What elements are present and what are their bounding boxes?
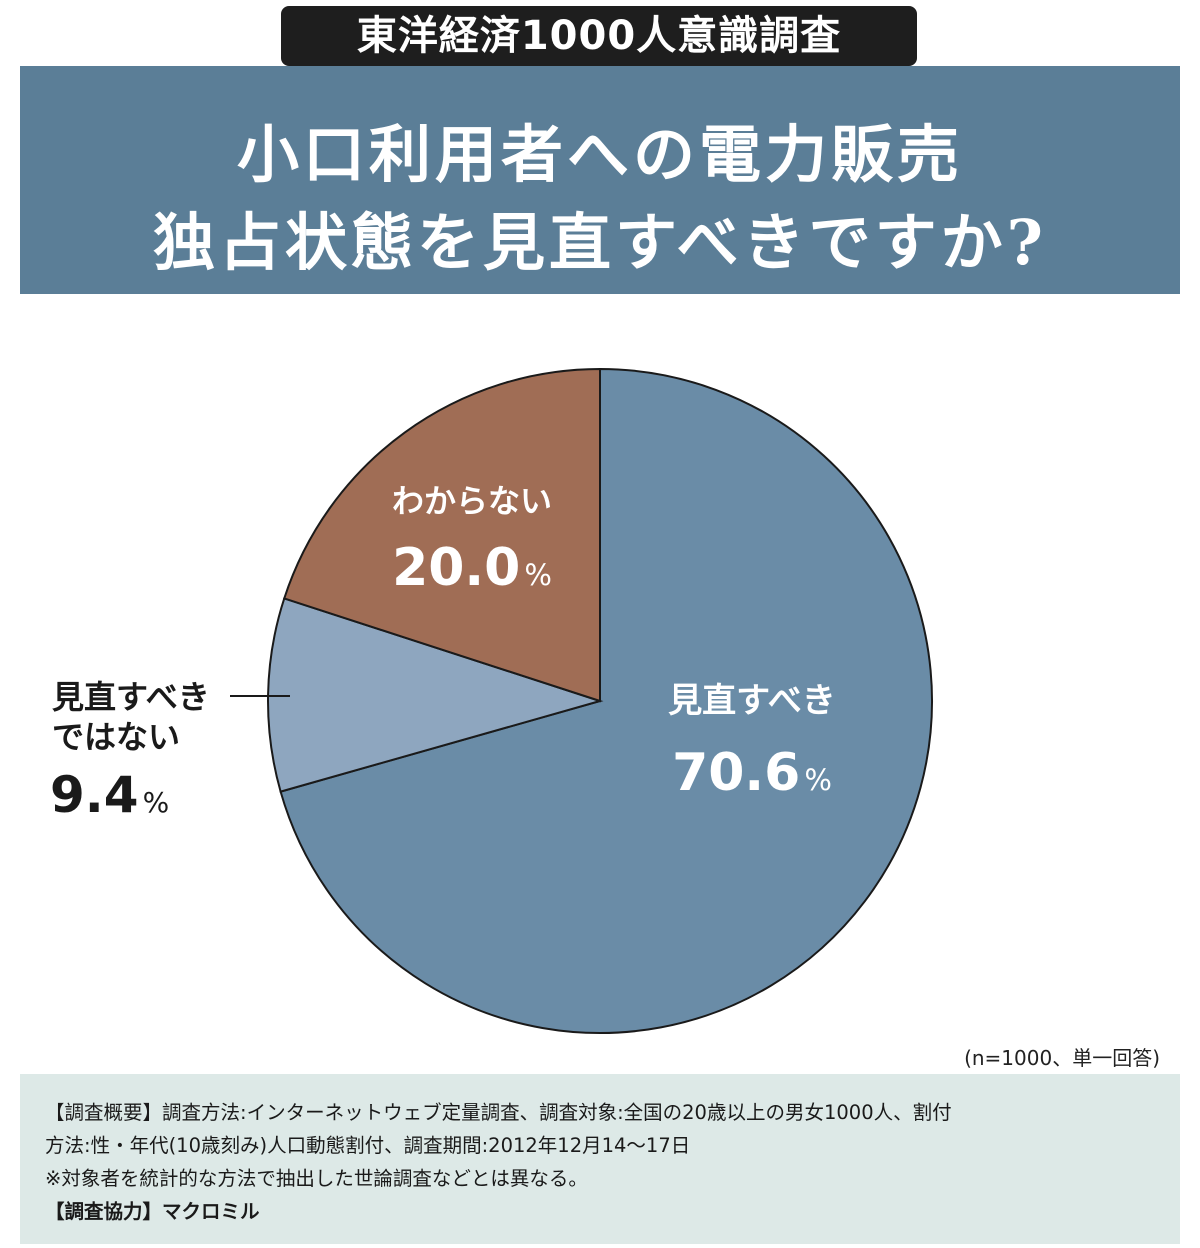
slice-label-2: わからない [392, 482, 552, 520]
sample-size-note: (n=1000、単一回答) [964, 1046, 1160, 1070]
method-heading: 【調査概要】 [45, 1101, 163, 1124]
chart-title-line1: 小口利用者への電力販売 [236, 118, 963, 191]
slice-value-1: 9.4% [50, 766, 169, 824]
method-line-3: ※対象者を統計的な方法で抽出した世論調査などとは異なる。 [45, 1167, 588, 1190]
survey-method-box: 【調査概要】調査方法:インターネットウェブ定量調査、調査対象:全国の20歳以上の… [20, 1074, 1180, 1244]
method-line-2: 方法:性・年代(10歳刻み)人口動態割付、調査期間:2012年12月14～17日 [45, 1134, 691, 1157]
slice-label-1: 見直すべきではない [52, 678, 210, 756]
chart-title-line2: 独占状態を見直すべきですか? [153, 206, 1047, 279]
coop-line: 【調査協力】マクロミル [45, 1195, 1180, 1228]
pie-slice-2 [282, 367, 601, 703]
coop-heading: 【調査協力】 [45, 1200, 163, 1223]
method-line-1: 【調査概要】調査方法:インターネットウェブ定量調査、調査対象:全国の20歳以上の… [45, 1096, 1180, 1129]
survey-badge: 東洋経済1000人意識調査 [281, 6, 917, 66]
coop-value: マクロミル [162, 1200, 260, 1223]
slice-value-0: 70.6% [672, 743, 832, 803]
title-banner: 小口利用者への電力販売 独占状態を見直すべきですか? [20, 66, 1180, 294]
method-text-1: 調査方法:インターネットウェブ定量調査、調査対象:全国の20歳以上の男女1000… [162, 1101, 952, 1124]
slice-value-2: 20.0% [392, 538, 552, 598]
slice-label-0: 見直すべき [668, 681, 836, 721]
pie-slice-1 [267, 597, 604, 793]
pie-slice-0 [279, 367, 933, 1034]
